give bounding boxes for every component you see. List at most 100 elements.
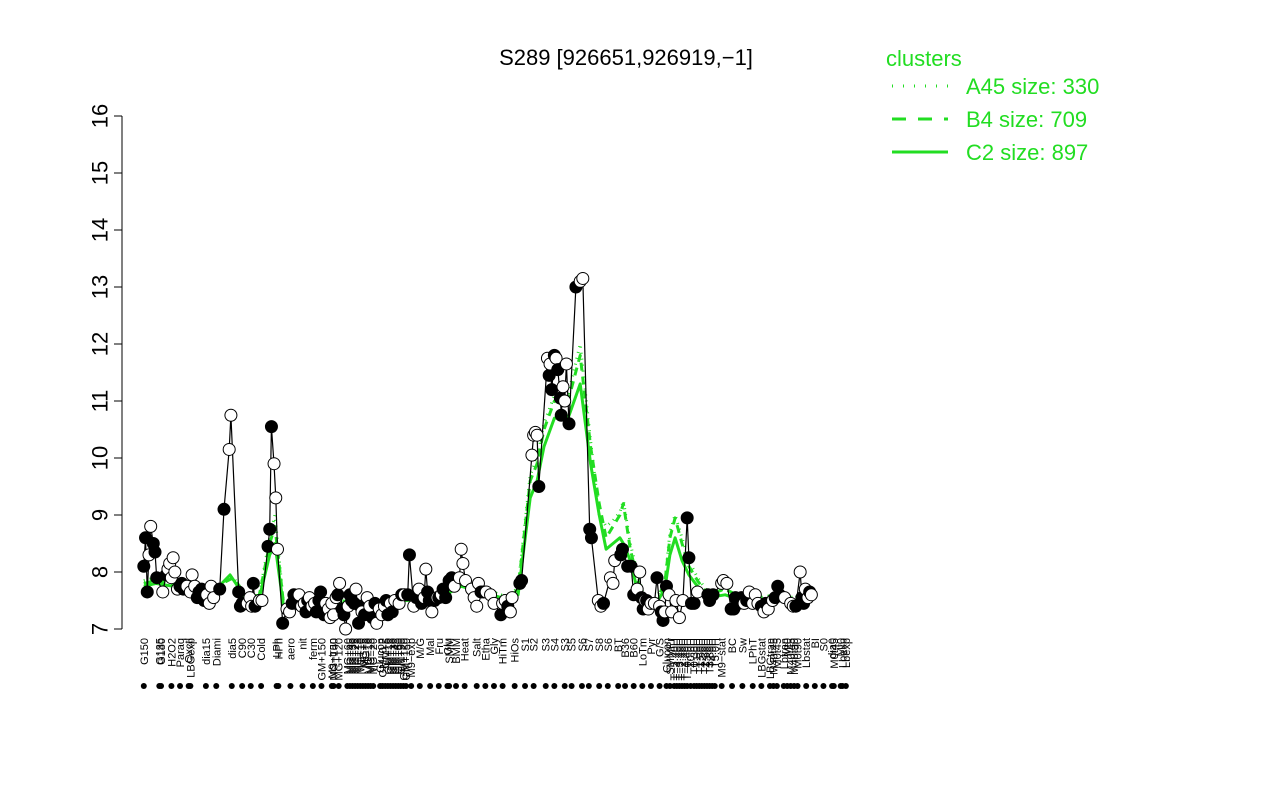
x-tick-dot: [177, 683, 184, 689]
data-point: [720, 576, 734, 590]
data-point: [217, 502, 231, 516]
data-point: [140, 585, 154, 599]
x-tick-label: MG+45: [345, 638, 357, 674]
x-tick-label: BT: [613, 638, 625, 652]
x-tick-dot: [213, 683, 220, 689]
x-tick-label: GM+15: [385, 638, 397, 674]
x-tick-label: S6: [577, 638, 589, 651]
data-point: [246, 576, 260, 590]
x-tick-label: MG−15: [366, 638, 378, 674]
x-tick-label: G/S: [655, 638, 667, 657]
x-tick-label: S1: [520, 638, 532, 651]
x-tick-label: aero: [285, 638, 297, 660]
y-tick-label: 15: [88, 161, 113, 185]
x-tick-label: M9−exp: [406, 638, 418, 677]
x-tick-label: nit: [298, 638, 310, 650]
x-tick-dot: [530, 683, 537, 689]
x-tick-dot: [247, 683, 254, 689]
x-tick-label: Glu: [442, 638, 454, 655]
x-tick-dot: [461, 683, 468, 689]
x-tick-dot: [615, 683, 622, 689]
data-point: [185, 568, 199, 582]
x-tick-dot: [622, 683, 629, 689]
x-tick-dot: [639, 683, 646, 689]
x-tick-dot: [258, 683, 265, 689]
x-tick-dot: [596, 683, 603, 689]
x-tick-dot: [666, 683, 673, 689]
x-tick-label: T−3.40H: [674, 638, 686, 681]
x-tick-dot: [561, 683, 568, 689]
data-point: [156, 585, 170, 599]
legend-label: A45 size: 330: [966, 74, 1099, 99]
x-tick-dot: [511, 683, 518, 689]
x-tick-label: Lbtran: [779, 638, 791, 669]
y-tick-label: 10: [88, 446, 113, 470]
data-point: [267, 457, 281, 471]
x-tick-dot: [585, 683, 592, 689]
data-point: [532, 480, 546, 493]
x-tick-dot: [522, 683, 529, 689]
x-tick-label: BMM: [451, 638, 463, 664]
x-tick-dot: [416, 683, 423, 689]
data-point: [314, 585, 328, 599]
x-tick-label: T3.0H: [702, 638, 714, 668]
data-point: [515, 574, 529, 588]
data-point: [606, 576, 620, 590]
x-tick-label: B60: [629, 638, 641, 658]
y-tick-label: 14: [88, 218, 113, 242]
x-tick-dot: [490, 683, 497, 689]
x-tick-label: Cold: [256, 638, 268, 661]
x-tick-label: M9−stat: [717, 638, 729, 677]
x-tick-label: Paraq: [175, 638, 187, 667]
x-tick-label: dia15: [201, 638, 213, 665]
x-tick-label: S3: [541, 638, 553, 651]
x-tick-label: SMMPr: [665, 638, 677, 675]
data-point: [672, 611, 686, 625]
x-tick-label: M0t45: [829, 638, 841, 669]
data-point: [222, 442, 236, 456]
data-point: [687, 596, 701, 610]
x-tick-dot: [287, 683, 294, 689]
x-tick-label: T2.30H: [699, 638, 711, 674]
x-tick-label: T3.30H: [705, 638, 717, 674]
legend-title: clusters: [886, 46, 962, 71]
data-point: [232, 585, 246, 599]
x-tick-label: S5: [567, 638, 579, 651]
x-tick-dot: [318, 683, 325, 689]
data-point: [213, 582, 227, 596]
data-point: [559, 357, 573, 371]
data-points: [137, 271, 818, 636]
x-tick-dot: [239, 683, 246, 689]
x-tick-dot: [718, 683, 725, 689]
x-tick-label: T5.0H: [710, 638, 722, 668]
x-tick-label: Heat: [460, 638, 472, 661]
x-tick-dot: [551, 683, 558, 689]
data-point: [255, 594, 269, 607]
data-point: [505, 591, 519, 605]
y-axis: 7 8 9 10 11 12 13 14 15 16: [88, 104, 123, 635]
data-point: [706, 588, 720, 602]
data-point: [270, 542, 284, 556]
x-tick-label: LPhT: [748, 638, 760, 665]
x-tick-label: S8: [594, 638, 606, 651]
cluster-lines: [143, 342, 812, 608]
x-tick-label: MG−5: [360, 638, 372, 668]
x-tick-dot: [568, 683, 575, 689]
x-tick-label: MG+30: [348, 638, 360, 674]
x-tick-label: G135: [154, 638, 166, 665]
y-tick-label: 9: [88, 509, 113, 521]
data-point: [633, 565, 647, 579]
x-tick-label: S6: [603, 638, 615, 651]
x-tick-label: GM+5: [380, 638, 392, 668]
data-point: [793, 565, 807, 579]
data-point: [224, 408, 238, 422]
data-point: [331, 588, 345, 602]
data-point: [576, 271, 590, 285]
data-point: [276, 616, 290, 630]
x-tick-label: MG+120: [334, 638, 346, 681]
data-series-line: [143, 276, 812, 630]
x-tick-label: T4.0H: [707, 638, 719, 668]
y-tick-label: 13: [88, 275, 113, 299]
x-tick-dot: [228, 683, 235, 689]
x-tick-label: Lbstat: [801, 638, 813, 668]
